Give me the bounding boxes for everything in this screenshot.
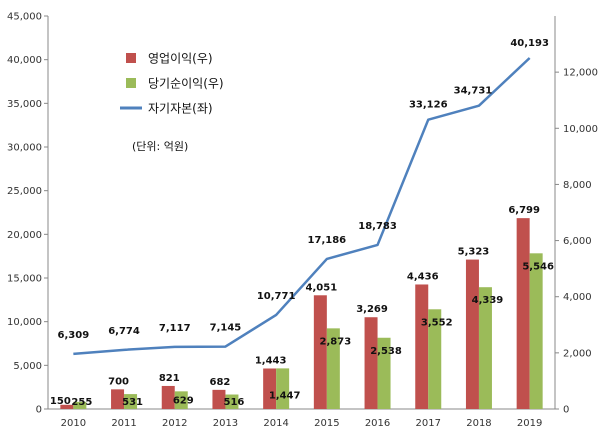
axes: 0 5,000 10,000 15,000 20,000 25,000 30,000 35,0… xyxy=(7,12,598,430)
bar-value-label: 5,323 xyxy=(458,247,490,258)
bar-net-income xyxy=(326,328,340,409)
bar-value-label: 531 xyxy=(122,397,143,408)
y-right-tick-label: 12,000 xyxy=(563,68,598,79)
bar-value-label: 5,546 xyxy=(522,261,554,272)
bar-net-income xyxy=(276,368,290,409)
bar-operating-profit xyxy=(364,317,378,409)
line-value-label: 6,774 xyxy=(108,326,140,337)
bar-value-label: 700 xyxy=(108,376,129,387)
bar-net-income xyxy=(428,309,442,409)
data-labels: 150 700 821 682 1,443 4,051 3,269 4,436 5,323 6,7… xyxy=(50,38,554,408)
bar-net-income xyxy=(174,391,188,409)
y-right-tick-label: 2,000 xyxy=(563,348,592,359)
line-value-label: 10,771 xyxy=(257,291,296,302)
y-right-tick-label: 10,000 xyxy=(563,124,598,135)
y-left-tick-label: 40,000 xyxy=(7,55,42,66)
x-tick-label: 2010 xyxy=(61,418,86,429)
y-right-tick-label: 6,000 xyxy=(563,236,592,247)
y-right-tick-label: 8,000 xyxy=(563,180,592,191)
bar-operating-profit xyxy=(263,368,277,409)
bar-value-label: 255 xyxy=(71,397,92,408)
y-left-tick-label: 0 xyxy=(36,405,42,416)
bar-value-label: 3,269 xyxy=(356,304,388,315)
line-value-label: 18,783 xyxy=(358,221,397,232)
bar-net-income xyxy=(529,253,543,409)
x-tick-label: 2011 xyxy=(111,418,136,429)
y-right-tick-label: 4,000 xyxy=(563,292,592,303)
y-left-tick-label: 10,000 xyxy=(7,317,42,328)
bar-operating-profit xyxy=(415,284,429,409)
y-left-tick-label: 35,000 xyxy=(7,99,42,110)
line-value-label: 33,126 xyxy=(409,100,448,111)
x-tick-label: 2018 xyxy=(466,418,491,429)
bar-net-income xyxy=(73,401,87,409)
line-value-label: 34,731 xyxy=(454,86,493,97)
line-value-label: 17,186 xyxy=(308,235,347,246)
bar-net-income xyxy=(225,394,239,409)
y-left-tick-label: 15,000 xyxy=(7,274,42,285)
bar-net-income xyxy=(124,394,138,409)
legend-label: 자기자본(좌) xyxy=(148,102,213,116)
bar-value-label: 2,538 xyxy=(370,346,402,357)
bar-value-label: 3,552 xyxy=(421,317,453,328)
legend-swatch xyxy=(126,53,136,63)
bar-net-income xyxy=(478,287,492,409)
legend: 영업이익(우) 당기순이익(우) 자기자본(좌) xyxy=(120,52,224,116)
unit-note: (단위: 억원) xyxy=(132,140,188,153)
x-tick-label: 2015 xyxy=(314,418,339,429)
bar-operating-profit xyxy=(161,385,175,409)
y-right-tick-label: 0 xyxy=(563,405,569,416)
bar-operating-profit xyxy=(111,389,125,409)
bar-value-label: 682 xyxy=(210,377,231,388)
bar-value-label: 4,051 xyxy=(306,282,338,293)
bar-value-label: 4,339 xyxy=(472,295,504,306)
line-value-label: 7,145 xyxy=(210,323,242,334)
line-value-label: 6,309 xyxy=(58,330,90,341)
x-tick-label: 2014 xyxy=(263,418,288,429)
y-left-tick-label: 20,000 xyxy=(7,230,42,241)
y-left-tick-label: 5,000 xyxy=(13,361,42,372)
bar-operating-profit xyxy=(313,295,327,409)
bar-value-label: 821 xyxy=(159,373,180,384)
line-value-label: 7,117 xyxy=(159,323,191,334)
bar-value-label: 1,443 xyxy=(255,355,287,366)
legend-label: 당기순이익(우) xyxy=(148,77,224,91)
x-tick-label: 2019 xyxy=(517,418,542,429)
y-left-tick-label: 25,000 xyxy=(7,186,42,197)
x-tick-label: 2012 xyxy=(162,418,187,429)
bars xyxy=(60,218,543,409)
x-tick-label: 2016 xyxy=(365,418,390,429)
legend-label: 영업이익(우) xyxy=(148,52,213,66)
bar-value-label: 516 xyxy=(224,397,245,408)
line-value-label: 40,193 xyxy=(510,38,549,49)
bar-value-label: 629 xyxy=(173,395,194,406)
y-left-tick-label: 45,000 xyxy=(7,12,42,23)
x-tick-label: 2013 xyxy=(213,418,238,429)
line-series xyxy=(73,57,531,356)
bar-operating-profit xyxy=(212,389,226,409)
y-left-tick-label: 30,000 xyxy=(7,143,42,154)
bar-operating-profit xyxy=(60,404,74,409)
bar-value-label: 4,436 xyxy=(407,271,439,282)
line-equity xyxy=(73,57,531,356)
legend-swatch xyxy=(126,78,136,88)
bar-value-label: 6,799 xyxy=(508,205,540,216)
bar-value-label: 1,447 xyxy=(269,390,301,401)
bar-net-income xyxy=(377,337,391,409)
bar-value-label: 2,873 xyxy=(320,336,352,347)
bar-operating-profit xyxy=(465,259,479,409)
bar-value-label: 150 xyxy=(50,396,71,407)
bar-operating-profit xyxy=(516,218,530,409)
x-tick-label: 2017 xyxy=(416,418,441,429)
